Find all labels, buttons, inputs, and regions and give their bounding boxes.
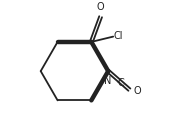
Text: C: C xyxy=(117,78,124,88)
Text: O: O xyxy=(97,2,104,12)
Text: O: O xyxy=(133,86,141,96)
Text: N: N xyxy=(104,76,111,86)
Text: Cl: Cl xyxy=(114,31,123,41)
